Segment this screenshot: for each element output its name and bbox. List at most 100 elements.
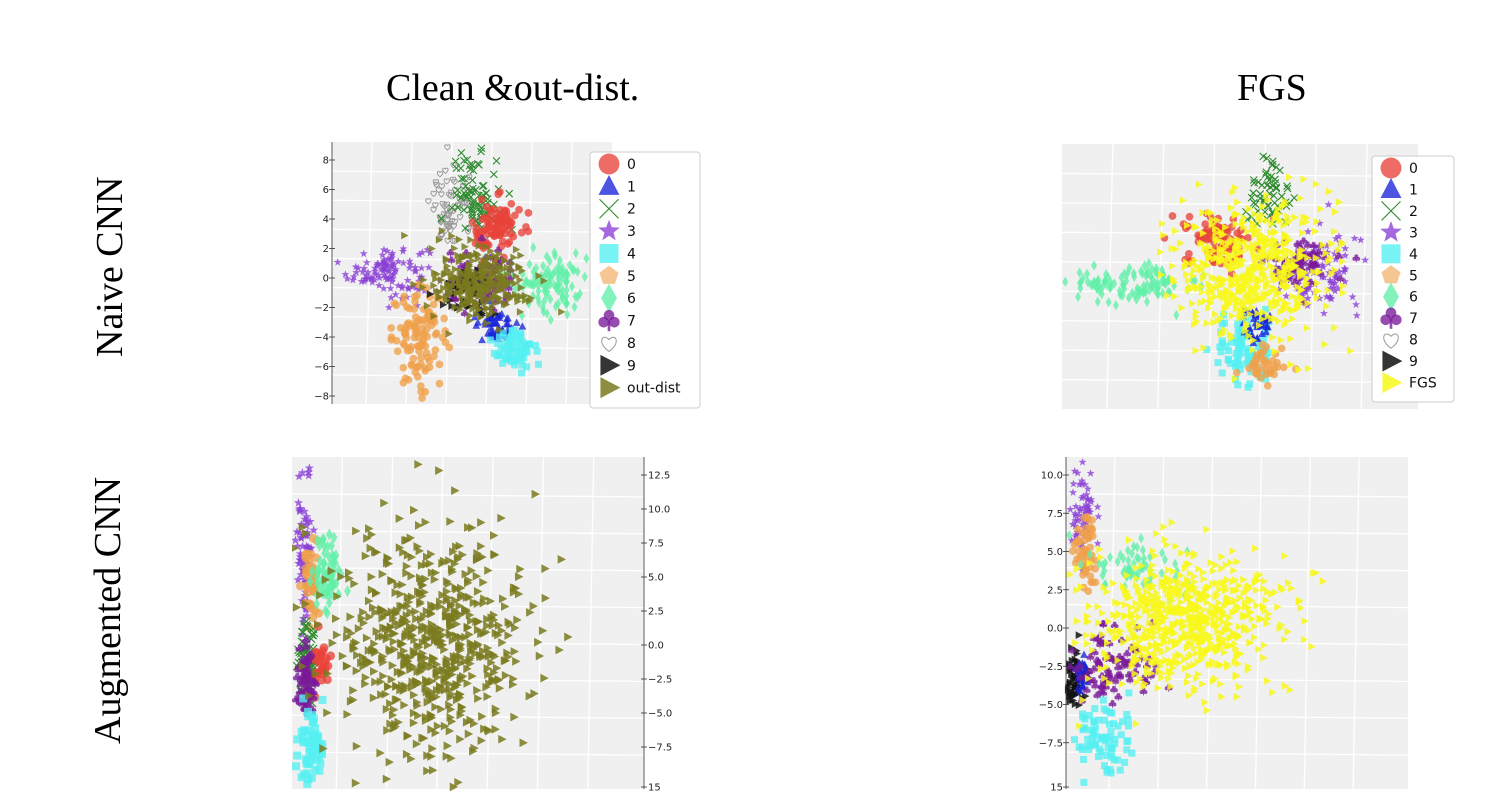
point-class-out-dist — [323, 708, 332, 718]
point-class-4 — [1218, 369, 1226, 377]
point-class-FGS — [1177, 571, 1185, 580]
point-class-out-dist — [515, 572, 524, 582]
point-class-out-dist — [509, 587, 519, 597]
point-class-4 — [1227, 338, 1235, 346]
point-class-out-dist — [420, 275, 428, 284]
point-class-FGS — [1160, 578, 1168, 587]
point-class-4 — [518, 369, 526, 377]
point-class-3 — [415, 273, 424, 281]
point-class-3 — [1341, 265, 1350, 273]
point-class-2 — [492, 156, 501, 165]
point-class-out-dist — [458, 550, 467, 560]
point-class-9 — [1071, 655, 1080, 664]
point-class-FGS — [1118, 680, 1127, 688]
point-class-out-dist — [427, 752, 436, 761]
point-class-FGS — [1192, 346, 1200, 355]
point-class-out-dist — [413, 640, 422, 650]
point-class-FGS — [1185, 549, 1193, 558]
point-class-out-dist — [395, 514, 405, 523]
point-class-7 — [1335, 252, 1343, 261]
point-class-3 — [406, 260, 415, 268]
point-class-FGS — [1272, 276, 1280, 284]
y-tick-label: 7.5 — [1047, 509, 1063, 520]
point-class-FGS — [1122, 611, 1130, 620]
point-class-FGS — [1260, 577, 1269, 586]
point-class-out-dist — [427, 549, 436, 559]
scatter-augmented-fgs: 10.07.55.02.50.0−2.5−5.0−7.515 — [1039, 456, 1409, 794]
point-class-out-dist — [383, 682, 393, 691]
point-class-5 — [421, 366, 430, 375]
point-class-out-dist — [345, 573, 354, 583]
point-class-FGS — [1207, 209, 1216, 217]
point-class-3 — [1071, 522, 1080, 530]
point-class-out-dist — [443, 576, 452, 586]
point-class-6 — [559, 272, 566, 283]
point-class-out-dist — [473, 548, 482, 558]
point-class-4 — [1100, 734, 1108, 742]
point-class-out-dist — [433, 623, 442, 633]
point-class-3 — [292, 527, 302, 536]
point-class-FGS — [1152, 616, 1161, 625]
point-class-out-dist — [426, 559, 435, 568]
point-class-3 — [411, 263, 420, 271]
point-class-out-dist — [413, 701, 422, 710]
point-class-4 — [1234, 381, 1242, 389]
point-class-out-dist — [466, 311, 474, 320]
point-class-out-dist — [516, 564, 525, 574]
point-class-FGS — [1297, 272, 1305, 281]
point-class-3 — [1079, 492, 1088, 500]
point-class-8 — [439, 200, 446, 208]
point-class-FGS — [1268, 298, 1276, 307]
point-class-2 — [1283, 182, 1291, 191]
point-class-FGS — [1205, 631, 1214, 640]
point-class-4 — [1085, 742, 1093, 750]
point-class-4 — [308, 731, 317, 740]
point-class-FGS — [1301, 617, 1309, 625]
point-class-4 — [299, 738, 308, 747]
gridline-horizontal — [292, 603, 645, 609]
point-class-out-dist — [449, 547, 458, 557]
point-class-0 — [524, 209, 533, 217]
point-class-out-dist — [501, 671, 511, 680]
point-class-3 — [405, 263, 414, 272]
point-class-out-dist — [437, 704, 446, 714]
point-class-FGS — [1208, 657, 1217, 666]
point-class-FGS — [1175, 585, 1184, 594]
point-class-5 — [1279, 363, 1288, 372]
point-class-7 — [1126, 676, 1134, 684]
point-class-9 — [1066, 680, 1075, 689]
point-class-9 — [1082, 692, 1090, 701]
point-class-out-dist — [378, 654, 387, 664]
point-class-out-dist — [423, 626, 433, 636]
point-class-8 — [464, 228, 472, 235]
point-class-FGS — [1115, 610, 1123, 618]
legend-marker — [598, 309, 620, 332]
point-class-4 — [1104, 744, 1112, 752]
point-class-4 — [1105, 737, 1113, 745]
point-class-out-dist — [430, 281, 438, 290]
point-class-FGS — [1270, 237, 1279, 246]
point-class-FGS — [1276, 216, 1284, 225]
point-class-FGS — [1187, 593, 1196, 601]
gridline-vertical — [335, 456, 343, 790]
point-class-3 — [1341, 251, 1350, 259]
point-class-FGS — [1243, 319, 1251, 328]
point-class-out-dist — [357, 613, 367, 623]
point-class-out-dist — [448, 635, 458, 645]
point-class-FGS — [1248, 303, 1256, 312]
point-class-FGS — [1110, 579, 1118, 588]
point-class-FGS — [1184, 633, 1193, 641]
point-class-FGS — [1177, 598, 1186, 607]
point-class-FGS — [1176, 592, 1185, 600]
point-class-FGS — [1228, 577, 1237, 586]
point-class-3 — [383, 261, 392, 269]
point-class-out-dist — [380, 498, 389, 508]
point-class-out-dist — [419, 283, 427, 292]
point-class-FGS — [1212, 603, 1221, 612]
point-class-out-dist — [301, 599, 310, 609]
point-class-2 — [476, 207, 485, 216]
legend-label: 3 — [1409, 225, 1418, 241]
point-class-4 — [1125, 689, 1133, 697]
point-class-5 — [411, 368, 420, 377]
point-class-out-dist — [427, 619, 437, 629]
